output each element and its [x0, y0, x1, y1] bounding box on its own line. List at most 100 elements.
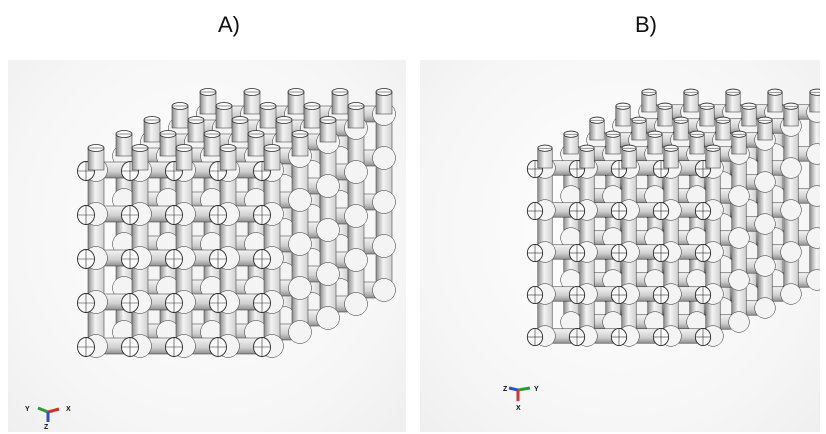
lattice-node	[754, 116, 776, 183]
triad-a-down-label: Z	[44, 424, 49, 431]
top-end-cap	[347, 102, 365, 129]
top-end-cap	[243, 88, 261, 115]
strut-end-cap	[610, 285, 628, 304]
top-end-cap	[809, 88, 820, 113]
top-end-cap	[231, 116, 249, 143]
top-end-cap	[663, 144, 679, 169]
strut-end-cap	[253, 249, 271, 269]
strut-end-cap	[77, 337, 95, 357]
lattice-node	[288, 320, 312, 344]
lattice-node	[728, 185, 750, 239]
top-end-cap	[175, 144, 193, 171]
top-end-cap	[171, 102, 189, 129]
strut-end-cap	[652, 243, 670, 262]
top-end-cap	[705, 144, 721, 169]
top-end-cap	[275, 116, 293, 143]
strut-end-cap	[610, 201, 628, 220]
top-end-cap	[757, 116, 773, 141]
top-end-cap	[741, 102, 757, 127]
lattice-node	[694, 199, 724, 253]
lattice-node	[806, 88, 820, 155]
top-end-cap	[187, 116, 205, 143]
strut-end-cap	[165, 249, 183, 269]
strut-end-cap	[165, 205, 183, 225]
top-end-cap	[199, 88, 217, 115]
top-end-cap	[215, 102, 233, 129]
lattice-node	[526, 283, 588, 337]
top-end-cap	[247, 130, 265, 157]
lattice-node	[526, 241, 588, 295]
top-end-cap	[673, 116, 689, 141]
top-end-cap	[203, 130, 221, 157]
lattice-node	[694, 144, 724, 211]
strut-end-cap	[526, 328, 544, 347]
top-end-cap	[725, 88, 741, 113]
top-end-cap	[731, 130, 747, 155]
strut-end-cap	[568, 285, 586, 304]
strut-end-cap	[694, 201, 712, 220]
lattice-node	[806, 269, 820, 291]
top-end-cap	[579, 144, 595, 169]
lattice-node	[694, 325, 724, 347]
lattice-panel-a: Y X Z	[8, 60, 406, 432]
lattice-node	[754, 213, 776, 267]
top-end-cap	[605, 130, 621, 155]
strut-end-cap	[526, 285, 544, 304]
strut-end-cap	[253, 337, 271, 357]
lattice-node	[728, 269, 750, 323]
strut-end-cap	[694, 285, 712, 304]
lattice-node	[780, 102, 802, 169]
strut-end-cap	[652, 201, 670, 220]
panel-b-caption: B)	[635, 12, 657, 37]
triad-a-left-label: Y	[25, 406, 30, 413]
top-end-cap	[115, 130, 133, 157]
strut-end-cap	[121, 249, 139, 269]
top-end-cap	[589, 116, 605, 141]
top-end-cap	[331, 88, 349, 115]
triad-b-left-label: Z	[503, 386, 508, 393]
strut-end-cap	[121, 205, 139, 225]
strut-end-cap	[121, 293, 139, 313]
strut-end-cap	[526, 201, 544, 220]
top-end-cap	[767, 88, 783, 113]
top-end-cap	[615, 102, 631, 127]
top-end-cap	[287, 88, 305, 115]
lattice-struts	[526, 88, 820, 347]
strut-end-cap	[77, 293, 95, 313]
strut-end-cap	[568, 328, 586, 347]
top-end-cap	[291, 130, 309, 157]
triad-b-right-label: Y	[534, 386, 539, 393]
lattice-node	[754, 297, 776, 319]
strut-end-cap	[77, 249, 95, 269]
lattice-cube-a	[77, 88, 396, 358]
top-end-cap	[683, 88, 699, 113]
strut-end-cap	[610, 243, 628, 262]
strut-end-cap	[121, 337, 139, 357]
lattice-node	[728, 311, 750, 333]
lattice-node	[652, 144, 714, 211]
top-end-cap	[303, 102, 321, 129]
top-end-cap	[143, 116, 161, 143]
strut-end-cap	[253, 205, 271, 225]
top-end-cap	[131, 144, 149, 171]
lattice-node	[780, 157, 802, 211]
top-end-cap	[621, 144, 637, 169]
strut-end-cap	[610, 328, 628, 347]
lattice-node	[780, 199, 802, 253]
lattice-node	[694, 241, 724, 295]
top-end-cap	[647, 130, 663, 155]
top-end-cap	[319, 116, 337, 143]
strut-end-cap	[568, 243, 586, 262]
top-end-cap	[563, 130, 579, 155]
strut-end-cap	[77, 205, 95, 225]
strut-end-cap	[165, 337, 183, 357]
strut-end-cap	[694, 328, 712, 347]
lattice-node	[253, 334, 284, 358]
top-end-cap	[689, 130, 705, 155]
lattice-node	[316, 306, 340, 330]
top-end-cap	[699, 102, 715, 127]
strut-end-cap	[652, 285, 670, 304]
top-end-cap	[537, 144, 553, 169]
lattice-node	[372, 278, 396, 302]
top-end-cap	[375, 88, 393, 115]
